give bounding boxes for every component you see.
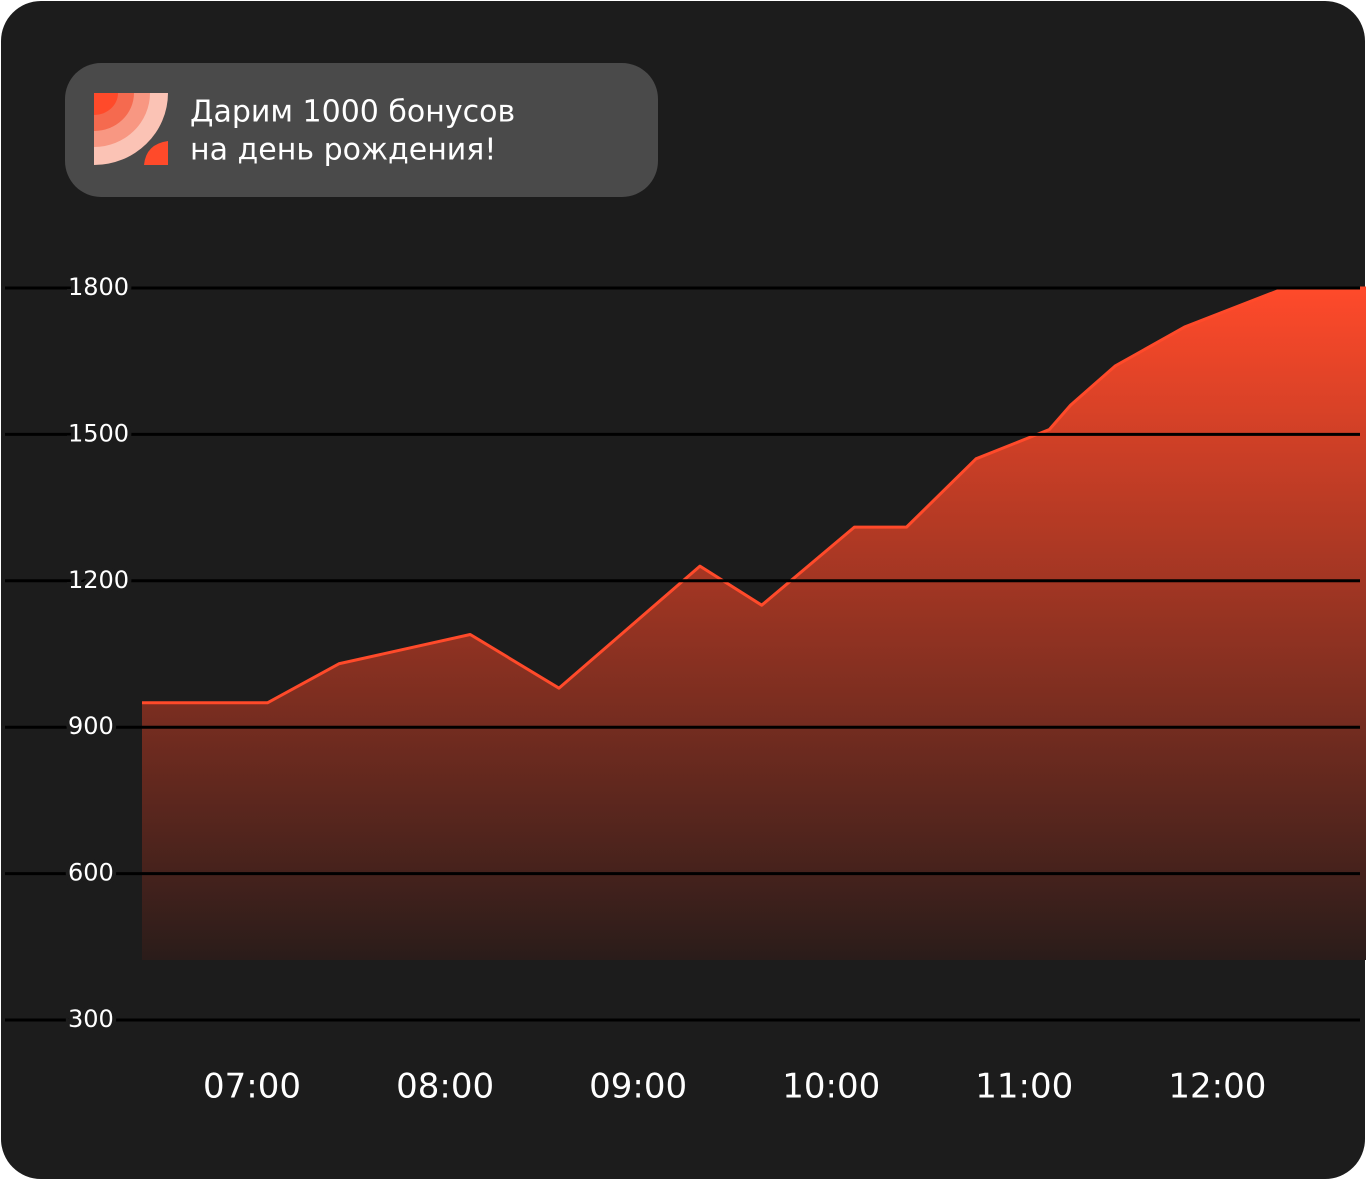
- line: [142, 286, 1366, 705]
- area: [142, 288, 1366, 960]
- y-tick-label: 1800: [68, 273, 129, 301]
- banner-text: Дарим 1000 бонусов: [190, 95, 515, 130]
- x-tick-label: 09:00: [589, 1067, 687, 1107]
- y-tick-label: 900: [68, 712, 114, 740]
- banner-icon: [94, 93, 168, 165]
- y-tick-label: 600: [68, 859, 114, 887]
- x-tick-label: 11:00: [975, 1067, 1073, 1107]
- plot: 300 600 900 1200 1500 1800 07:00 08:00 09:00 10:0…: [5, 269, 1366, 1107]
- y-tick-label: 1200: [68, 566, 129, 594]
- x-tick-label: 12:00: [1168, 1067, 1266, 1107]
- banner-text: на день рождения!: [190, 133, 496, 168]
- x-tick-label: 10:00: [782, 1067, 880, 1107]
- banner: [65, 63, 658, 197]
- y-tick-label: 300: [68, 1005, 114, 1033]
- y-tick-label: 1500: [68, 419, 129, 447]
- x-tick-label: 07:00: [203, 1067, 301, 1107]
- x-tick-label: 08:00: [396, 1067, 494, 1107]
